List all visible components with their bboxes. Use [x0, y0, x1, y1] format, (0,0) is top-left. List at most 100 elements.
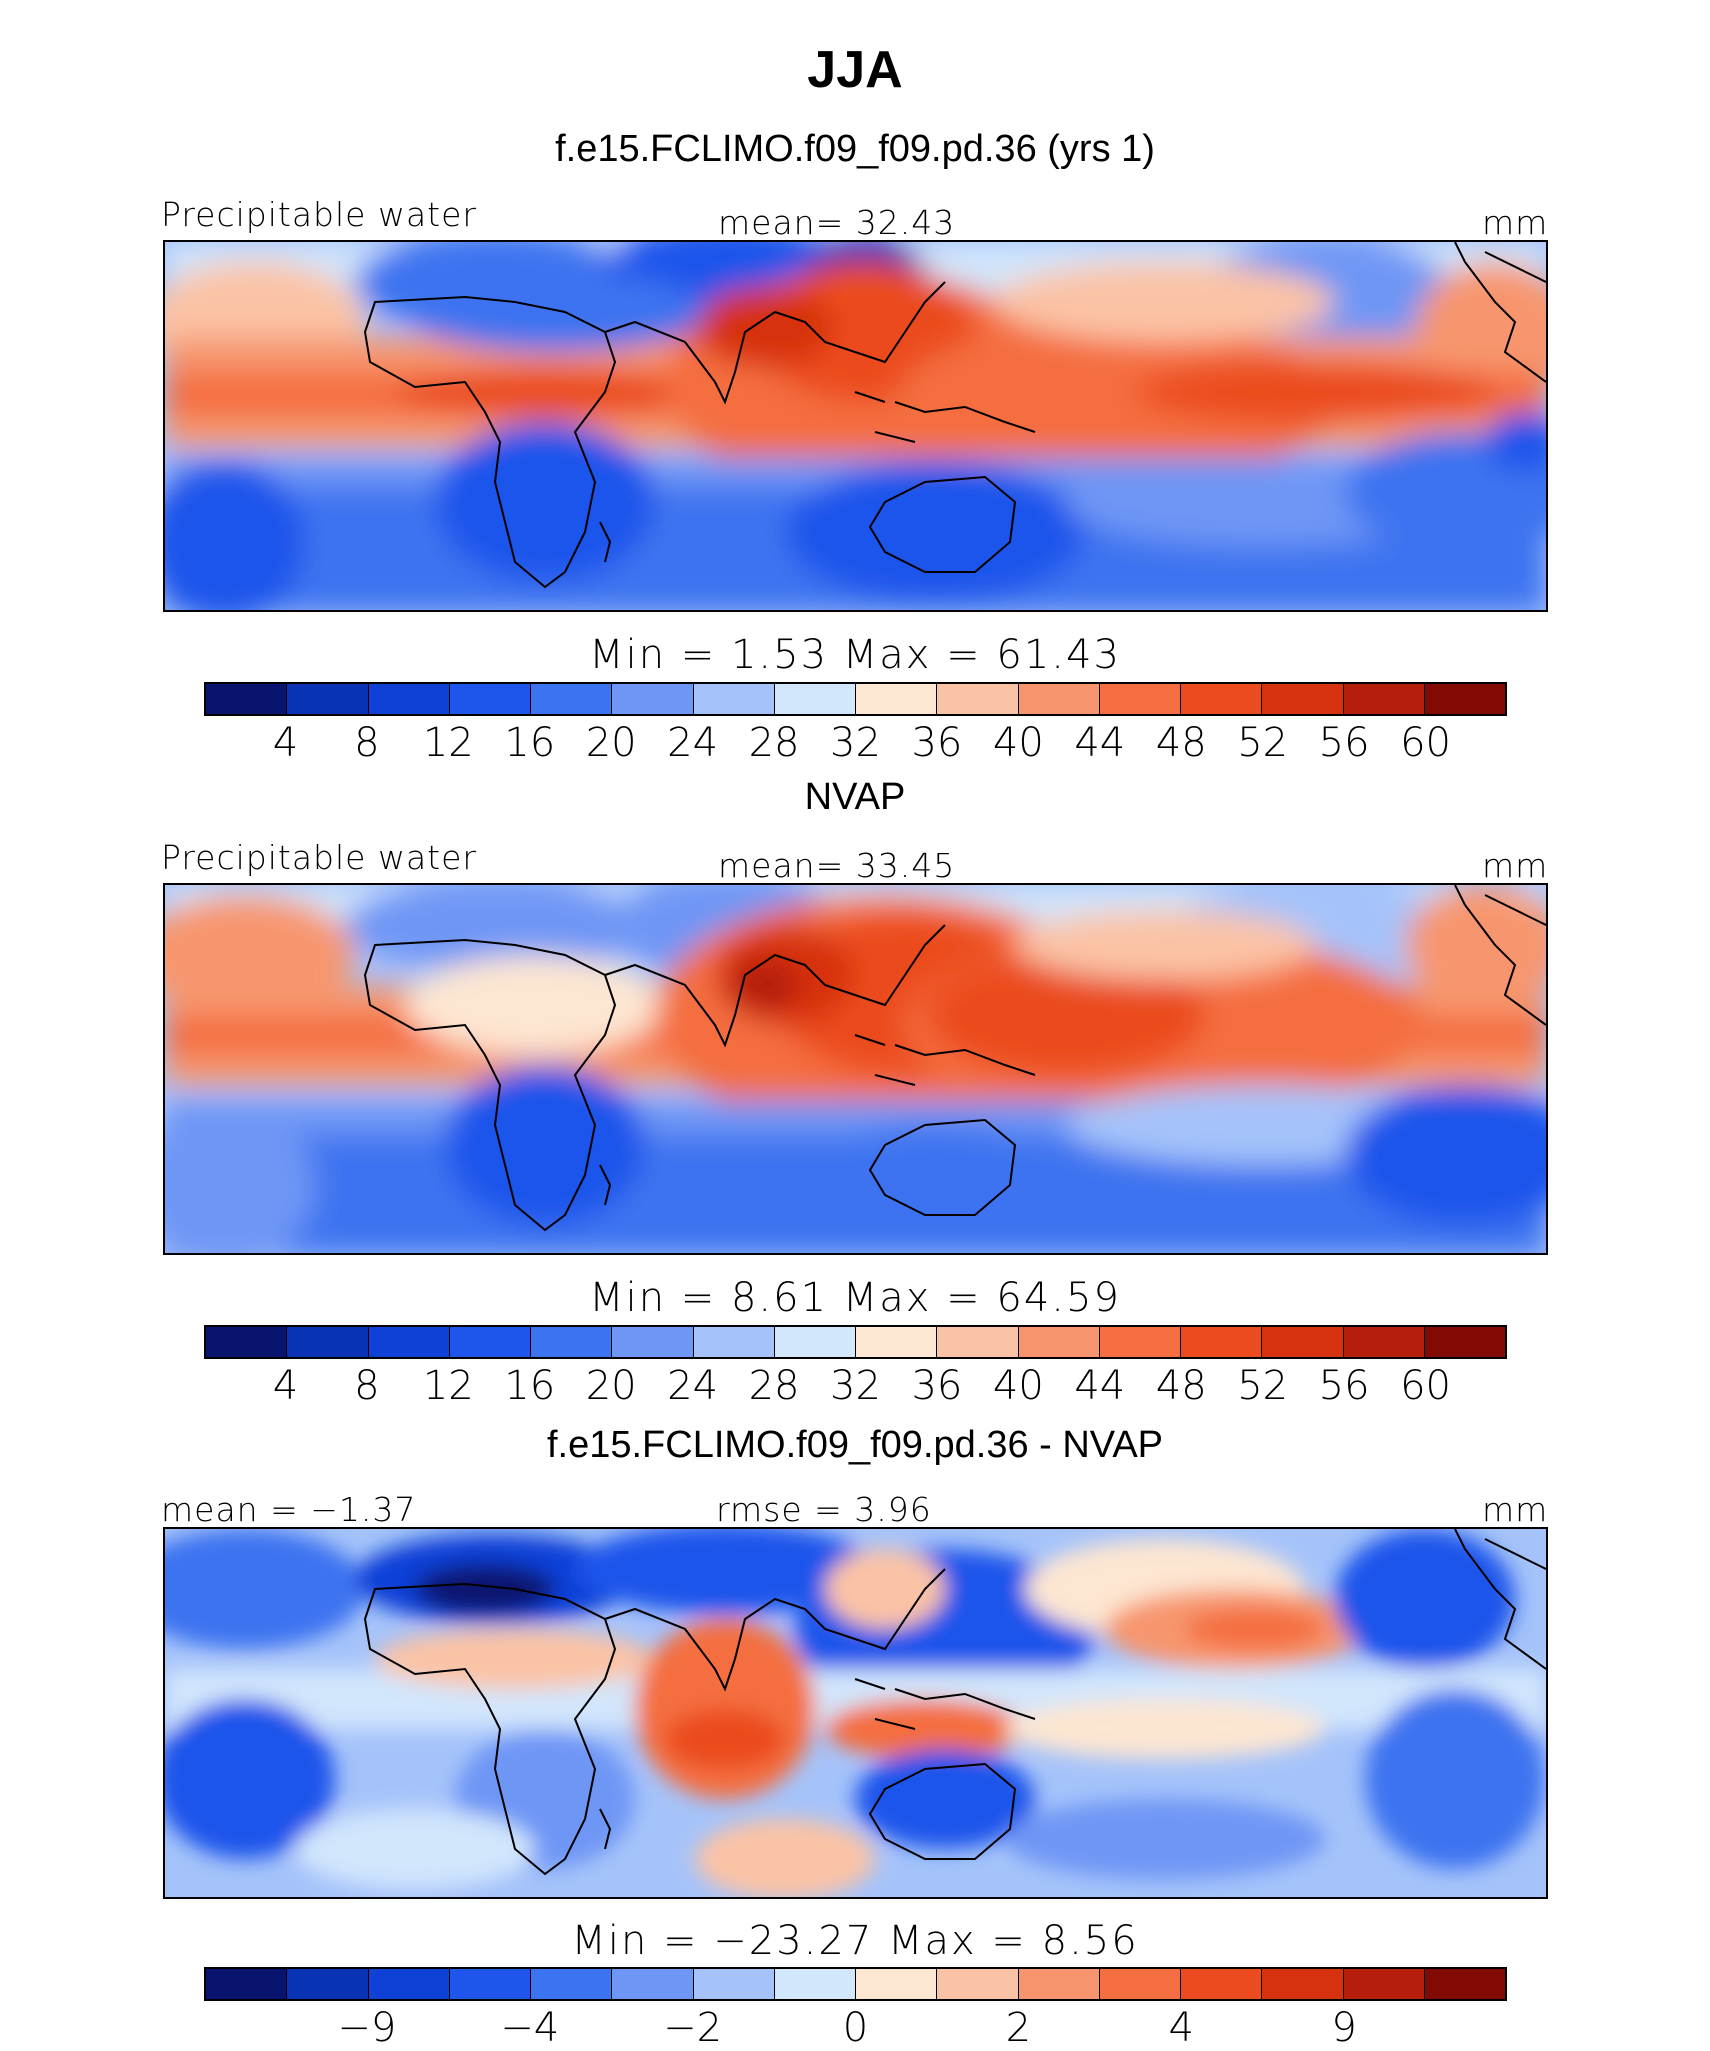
- colorbar-swatch: [449, 684, 531, 714]
- colorbar-swatch: [693, 684, 775, 714]
- colorbar-swatch: [368, 684, 450, 714]
- panel-2-field-label: Precipitable water: [161, 838, 477, 877]
- colorbar-swatch: [368, 1327, 450, 1357]
- colorbar-swatch: [774, 1327, 856, 1357]
- colorbar-swatch: [206, 1969, 288, 1999]
- colorbar-swatch: [1262, 1969, 1344, 1999]
- colorbar-tick-label: 24: [667, 1363, 719, 1409]
- colorbar-swatch: [1343, 684, 1425, 714]
- colorbar-tick-label: 60: [1400, 720, 1452, 766]
- colorbar-swatch: [1181, 1327, 1263, 1357]
- colorbar-swatch: [1099, 684, 1181, 714]
- panel-3-map: [163, 1527, 1548, 1899]
- colorbar-swatch: [856, 1327, 938, 1357]
- colorbar-swatch: [449, 1969, 531, 1999]
- panel-3-mean-label: mean = −1.37: [161, 1490, 417, 1529]
- colorbar-swatch: [531, 1327, 613, 1357]
- colorbar-tick-label: 16: [504, 1363, 556, 1409]
- colorbar-swatch: [1018, 684, 1100, 714]
- colorbar-swatch: [1099, 1327, 1181, 1357]
- colorbar-swatch: [449, 1327, 531, 1357]
- colorbar-swatch: [1262, 684, 1344, 714]
- colorbar-tick-label: 8: [354, 1363, 380, 1409]
- panel-2-mean-label: mean= 33.45: [718, 846, 956, 885]
- colorbar-tick-label: 12: [422, 1363, 474, 1409]
- colorbar-tick-label: 56: [1318, 1363, 1370, 1409]
- colorbar-tick-label: 44: [1074, 1363, 1126, 1409]
- colorbar-swatch: [287, 1969, 369, 1999]
- colorbar-tick-label: 40: [992, 720, 1044, 766]
- colorbar-swatch: [206, 1327, 288, 1357]
- colorbar-tick-label: 4: [272, 1363, 299, 1409]
- colorbar-tick-label: 4: [272, 720, 299, 766]
- colorbar-tick-label: 60: [1400, 1363, 1452, 1409]
- colorbar-swatch: [856, 1969, 938, 1999]
- panel-1-mean-label: mean= 32.43: [718, 203, 956, 242]
- colorbar-swatch: [693, 1327, 775, 1357]
- figure-title: JJA: [807, 41, 903, 99]
- panel-2-title: NVAP: [804, 776, 906, 818]
- panel-3-units-label: mm: [1482, 1490, 1549, 1529]
- colorbar-swatch: [612, 1327, 694, 1357]
- colorbar-swatch: [287, 684, 369, 714]
- colorbar-tick-label: 9: [1331, 2005, 1357, 2051]
- colorbar-tick-label: −2: [663, 2005, 723, 2051]
- colorbar-swatch: [937, 1327, 1019, 1357]
- colorbar-tick-label: 4: [1168, 2005, 1194, 2051]
- panel-2-units-label: mm: [1482, 846, 1549, 885]
- colorbar-swatch: [1343, 1327, 1425, 1357]
- panel-3-title: f.e15.FCLIMO.f09_f09.pd.36 - NVAP: [546, 1424, 1164, 1466]
- panel-1-units-label: mm: [1482, 203, 1549, 242]
- colorbar-tick-label: 40: [992, 1363, 1044, 1409]
- panel-1-field-label: Precipitable water: [161, 195, 477, 234]
- colorbar-swatch: [1262, 1327, 1344, 1357]
- colorbar-tick-label: 24: [667, 720, 719, 766]
- panel-1-minmax: Min = 1.53 Max = 61.43: [589, 632, 1121, 678]
- colorbar-tick-label: 28: [748, 1363, 800, 1409]
- colorbar-swatch: [287, 1327, 369, 1357]
- colorbar-swatch: [937, 684, 1019, 714]
- colorbar-tick-label: 36: [911, 1363, 963, 1409]
- panel-3-minmax: Min = −23.27 Max = 8.56: [571, 1918, 1139, 1964]
- colorbar-swatch: [612, 1969, 694, 1999]
- colorbar-swatch: [1343, 1969, 1425, 1999]
- colorbar-tick-label: 20: [585, 1363, 637, 1409]
- colorbar-swatch: [774, 684, 856, 714]
- colorbar-tick-label: 56: [1318, 720, 1370, 766]
- panel-2-colorbar: [204, 1325, 1507, 1359]
- colorbar-tick-label: 44: [1074, 720, 1126, 766]
- colorbar-swatch: [1424, 1327, 1505, 1357]
- colorbar-tick-label: 32: [830, 1363, 881, 1409]
- colorbar-swatch: [1018, 1969, 1100, 1999]
- colorbar-tick-label: −9: [337, 2005, 397, 2051]
- colorbar-tick-label: 2: [1005, 2005, 1032, 2051]
- panel-3-colorbar: [204, 1967, 1507, 2001]
- colorbar-swatch: [206, 684, 288, 714]
- panel-3-rmse-label: rmse = 3.96: [716, 1490, 932, 1529]
- panel-1-colorbar: [204, 682, 1507, 716]
- colorbar-swatch: [1424, 1969, 1505, 1999]
- colorbar-swatch: [531, 1969, 613, 1999]
- colorbar-swatch: [1018, 1327, 1100, 1357]
- colorbar-tick-label: 0: [842, 2005, 869, 2051]
- panel-2-minmax: Min = 8.61 Max = 64.59: [589, 1275, 1121, 1321]
- colorbar-tick-label: 36: [911, 720, 963, 766]
- colorbar-swatch: [1181, 684, 1263, 714]
- colorbar-tick-label: 48: [1155, 1363, 1207, 1409]
- colorbar-swatch: [368, 1969, 450, 1999]
- colorbar-tick-label: 12: [422, 720, 474, 766]
- colorbar-swatch: [774, 1969, 856, 1999]
- colorbar-swatch: [1424, 684, 1505, 714]
- colorbar-swatch: [693, 1969, 775, 1999]
- colorbar-tick-label: −4: [500, 2005, 560, 2051]
- panel-2-map: [163, 883, 1548, 1255]
- colorbar-tick-label: 28: [748, 720, 800, 766]
- colorbar-tick-label: 52: [1237, 720, 1289, 766]
- colorbar-swatch: [1099, 1969, 1181, 1999]
- panel-1-map: [163, 240, 1548, 612]
- colorbar-swatch: [1181, 1969, 1263, 1999]
- colorbar-tick-label: 20: [585, 720, 637, 766]
- colorbar-swatch: [937, 1969, 1019, 1999]
- colorbar-swatch: [856, 684, 938, 714]
- colorbar-swatch: [531, 684, 613, 714]
